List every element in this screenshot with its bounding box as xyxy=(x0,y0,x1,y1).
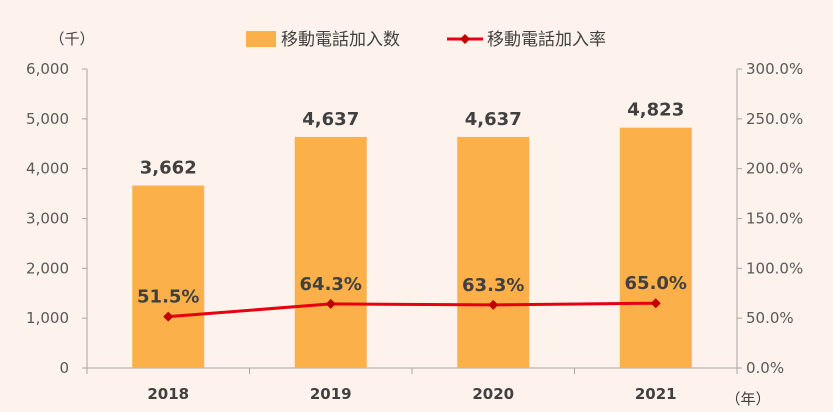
left-axis-unit: （千） xyxy=(49,30,94,48)
legend-bar-label: 移動電話加入数 xyxy=(281,30,400,50)
axes: 0 1,000 2,000 3,000 4,000 5,000 6,000 （千） 0.0% 50… xyxy=(26,30,803,408)
right-axis-tick-label: 0.0% xyxy=(746,359,784,377)
rate-point-marker xyxy=(650,298,661,309)
bar xyxy=(132,185,205,368)
left-axis-tick-label: 2,000 xyxy=(26,259,69,277)
right-axis-tick-label: 50.0% xyxy=(746,309,794,327)
left-axis-tick-label: 4,000 xyxy=(26,160,69,178)
legend-bar-swatch xyxy=(246,31,276,47)
rate-point-marker xyxy=(163,311,174,322)
bar-data-label: 4,637 xyxy=(302,109,359,130)
rate-data-label: 63.3% xyxy=(462,275,524,296)
left-axis-tick-label: 3,000 xyxy=(26,210,69,228)
x-axis-category-label: 2021 xyxy=(635,385,677,403)
bar xyxy=(619,127,692,368)
x-axis-category-label: 2019 xyxy=(310,385,352,403)
rate-point-marker xyxy=(488,299,499,310)
bar-data-label: 4,823 xyxy=(627,100,684,121)
left-axis-tick-label: 1,000 xyxy=(26,309,69,327)
bar-data-label: 3,662 xyxy=(140,158,197,179)
rate-series-line xyxy=(168,301,656,319)
data-labels: 3,662 4,637 4,637 4,823 51.5% 64.3% 63.3% 65.0% xyxy=(137,100,687,308)
right-axis-tick-label: 150.0% xyxy=(746,210,803,228)
left-axis-tick-label: 0 xyxy=(59,359,69,377)
rate-data-label: 65.0% xyxy=(625,273,687,294)
bar xyxy=(294,136,367,368)
right-axis-tick-label: 200.0% xyxy=(746,160,803,178)
right-axis-tick-label: 300.0% xyxy=(746,60,803,78)
left-axis-tick-label: 6,000 xyxy=(26,60,69,78)
legend: 移動電話加入数 移動電話加入率 xyxy=(246,30,606,50)
bar xyxy=(457,136,530,368)
rate-data-label: 64.3% xyxy=(300,274,362,295)
x-axis-unit: （年） xyxy=(725,390,770,408)
legend-line-label: 移動電話加入率 xyxy=(487,30,606,50)
rate-data-label: 51.5% xyxy=(137,287,199,308)
left-axis-tick-label: 5,000 xyxy=(26,110,69,128)
right-axis-tick-label: 100.0% xyxy=(746,259,803,277)
right-axis-tick-label: 250.0% xyxy=(746,110,803,128)
rate-line xyxy=(163,298,661,322)
bars xyxy=(132,127,692,368)
rate-point-marker xyxy=(325,298,336,309)
x-axis-category-label: 2020 xyxy=(472,385,514,403)
bar-data-label: 4,637 xyxy=(465,109,522,130)
x-axis-category-label: 2018 xyxy=(147,385,189,403)
legend-line-marker xyxy=(460,34,470,44)
